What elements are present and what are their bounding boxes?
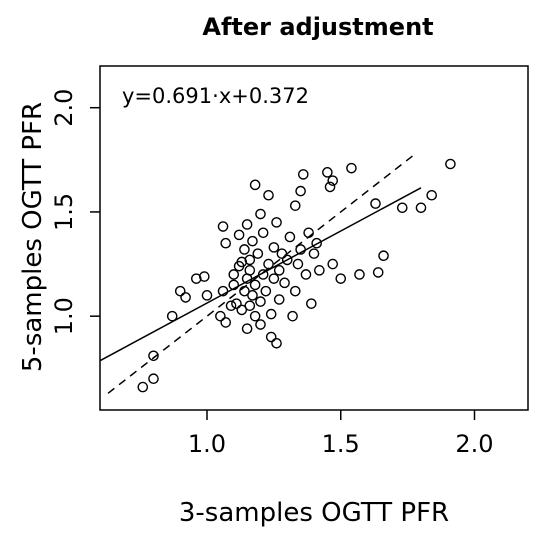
data-point <box>174 285 186 297</box>
identity-line <box>107 152 417 394</box>
data-point <box>236 256 248 268</box>
data-point <box>378 250 389 262</box>
data-point <box>273 294 285 305</box>
data-point <box>137 381 149 393</box>
data-point <box>244 254 256 266</box>
data-point <box>263 189 274 201</box>
data-point <box>241 323 253 334</box>
data-point <box>314 265 325 276</box>
data-point <box>239 244 250 255</box>
y-axis: 1.0 1.5 2.0 <box>50 89 100 335</box>
data-point <box>201 290 213 301</box>
data-point <box>220 317 232 328</box>
data-point <box>180 292 191 303</box>
data-point <box>322 167 333 178</box>
y-axis-label: 5-samples OGTT PFR <box>18 102 48 372</box>
data-point <box>249 179 261 191</box>
data-point <box>271 217 282 228</box>
data-point <box>260 285 272 297</box>
data-point <box>370 198 381 209</box>
data-point <box>279 277 290 289</box>
data-point <box>263 258 274 270</box>
data-point <box>335 273 347 284</box>
data-point <box>426 189 438 201</box>
data-point <box>271 337 282 349</box>
data-point <box>148 350 159 362</box>
data-point <box>346 162 357 174</box>
data-point <box>247 290 258 301</box>
y-tick-label: 1.0 <box>50 297 78 335</box>
chart-title: After adjustment <box>202 13 433 41</box>
data-point <box>255 208 266 220</box>
data-point <box>300 269 312 280</box>
data-point <box>255 296 266 307</box>
data-point <box>199 271 210 282</box>
data-point <box>228 279 240 291</box>
data-point <box>265 331 277 343</box>
data-point <box>327 175 339 186</box>
data-point <box>324 181 336 193</box>
plot-frame <box>99 65 529 411</box>
data-point <box>252 248 264 259</box>
data-point <box>289 200 301 211</box>
data-point <box>306 298 317 309</box>
data-point <box>217 285 229 297</box>
data-point <box>228 269 240 280</box>
data-point <box>241 219 253 230</box>
data-point <box>415 202 427 214</box>
data-point <box>287 310 298 322</box>
data-point <box>276 248 288 259</box>
data-point <box>190 273 202 284</box>
data-point <box>284 231 296 243</box>
regression-line <box>99 187 422 362</box>
x-tick-label: 1.5 <box>322 430 360 458</box>
x-axis-label: 3-samples OGTT PFR <box>179 498 449 528</box>
data-point <box>215 310 226 322</box>
data-point <box>225 300 237 312</box>
data-point <box>354 269 365 280</box>
data-point <box>372 267 384 278</box>
regression-equation: y=0.691·x+0.372 <box>122 84 309 108</box>
data-point <box>257 227 269 239</box>
data-point <box>239 285 250 297</box>
data-point <box>295 244 306 255</box>
data-point <box>244 300 256 312</box>
x-axis: 1.0 1.5 2.0 <box>188 410 494 458</box>
data-point <box>268 273 280 284</box>
data-point <box>233 229 245 241</box>
data-point <box>289 285 301 297</box>
y-tick-label: 1.5 <box>50 193 78 231</box>
data-point <box>295 185 306 197</box>
data-point <box>236 304 248 316</box>
data-point <box>249 279 261 291</box>
data-point <box>244 265 256 276</box>
data-point <box>327 258 339 270</box>
data-point <box>297 169 309 180</box>
data-point <box>268 242 280 253</box>
data-point <box>265 308 277 320</box>
data-point <box>281 254 293 266</box>
data-point <box>255 319 266 330</box>
data-point <box>231 298 242 309</box>
data-point <box>257 269 269 280</box>
data-point <box>308 248 320 259</box>
data-point <box>166 310 178 322</box>
x-tick-label: 2.0 <box>455 430 493 458</box>
data-point <box>445 158 456 170</box>
data-point <box>292 258 304 270</box>
data-point <box>311 237 322 249</box>
data-point <box>249 310 261 322</box>
data-point <box>247 235 258 247</box>
data-point <box>303 227 314 239</box>
data-point <box>396 202 408 214</box>
data-point <box>220 237 232 249</box>
data-point <box>273 265 285 276</box>
y-tick-label: 2.0 <box>50 89 78 127</box>
data-point <box>148 373 159 385</box>
data-points <box>137 158 456 393</box>
x-tick-label: 1.0 <box>188 430 226 458</box>
data-point <box>217 221 229 232</box>
